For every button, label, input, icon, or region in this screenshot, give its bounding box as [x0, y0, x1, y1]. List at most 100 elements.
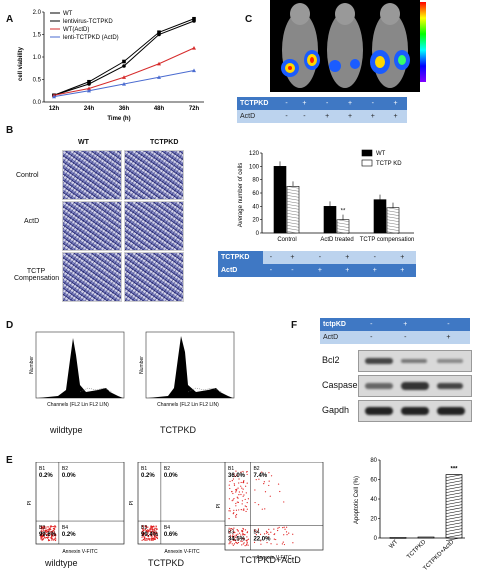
flow-event — [285, 526, 288, 528]
flow-event — [237, 539, 240, 541]
flow-event — [51, 533, 53, 535]
flow-event — [238, 482, 240, 484]
quadrant-id: B4 — [253, 529, 259, 535]
flow-event — [236, 528, 238, 531]
bar-hatch — [286, 222, 300, 225]
flow-event — [288, 532, 290, 534]
flow-event — [233, 538, 235, 541]
flow-event — [155, 536, 157, 538]
flow-event — [236, 542, 238, 544]
bar-hatch — [386, 210, 400, 213]
flow-event — [43, 529, 45, 532]
panel-b-cell: - — [361, 251, 389, 264]
flow-event — [237, 501, 239, 503]
flow-event — [146, 526, 148, 528]
flow-event — [40, 527, 42, 529]
micrograph-tctpkd-actd — [124, 201, 184, 251]
flow-event — [257, 531, 259, 533]
flow-event — [229, 541, 231, 543]
x-tick-label: TCTP compensation — [360, 237, 415, 243]
flow-event — [232, 534, 234, 536]
flow-event — [149, 538, 151, 540]
quadrant-percent: 36.0% — [228, 473, 246, 479]
flow-event — [144, 539, 146, 542]
flow-event — [51, 537, 53, 539]
flow-event — [229, 534, 231, 536]
flow-event — [281, 543, 283, 545]
panel-f-cell: - — [359, 318, 384, 331]
flow-event — [49, 527, 51, 529]
flow-event — [276, 543, 278, 545]
flow-event — [53, 538, 55, 540]
flow-event — [142, 527, 144, 529]
band — [437, 359, 463, 363]
x-tick-label: WT — [389, 539, 400, 550]
flow-event — [151, 527, 154, 529]
flow-event — [230, 529, 232, 532]
bar-hatch — [286, 216, 300, 219]
y-tick-label: 0.5 — [33, 78, 42, 84]
flow-event — [270, 531, 272, 533]
flow-yaxis-label: PI — [216, 504, 222, 509]
flow-event — [51, 538, 53, 540]
flow-event — [228, 531, 230, 533]
bar-hatch — [286, 195, 300, 198]
flow-event — [265, 530, 268, 532]
bar-hatch — [286, 213, 300, 216]
panel-c-cell: + — [293, 97, 316, 110]
flow-event — [150, 538, 153, 540]
flow-event — [244, 544, 246, 547]
micrograph-wt-tctp — [62, 252, 122, 302]
flow-event — [268, 533, 270, 536]
panel-b-cell: + — [333, 251, 362, 264]
bar-hatch — [286, 186, 300, 189]
flow-event — [240, 471, 242, 473]
flow-event — [241, 487, 243, 489]
flow-event — [43, 532, 46, 534]
flow-event — [235, 513, 238, 516]
bar-hatch — [445, 513, 463, 517]
flow-event — [231, 480, 233, 482]
data-point — [157, 75, 161, 79]
bar — [417, 536, 435, 539]
flow-event — [260, 540, 262, 542]
flow-event — [232, 544, 234, 546]
flow-event — [40, 538, 42, 540]
panel-d-label-tctpkd: TCTPKD — [160, 425, 196, 435]
panel-b-bar-chart: 0 20 40 60 80 100 120 Control ActD treated TCTP c… — [238, 149, 415, 243]
flow-event — [39, 533, 42, 536]
flow-event — [233, 473, 235, 475]
flow-event — [42, 538, 45, 540]
panel-f-cell: - — [383, 331, 427, 344]
panel-c-cell: - — [280, 97, 294, 110]
band — [437, 407, 465, 415]
flow-event — [245, 506, 248, 508]
flow-event — [268, 528, 270, 530]
flow-event — [43, 534, 45, 536]
bar-hatch — [386, 231, 400, 234]
panel-c-bioluminescence-image — [270, 0, 420, 92]
blot-strip-gapdh — [358, 400, 472, 422]
panel-c-treatment-table: TCTPKD - + - + - + ActD - - + + + + — [237, 97, 407, 123]
bar-hatch — [336, 228, 350, 231]
flow-event — [242, 543, 244, 545]
flow-event — [43, 525, 45, 528]
flow-event — [153, 535, 156, 538]
bar-hatch — [286, 225, 300, 228]
panel-b-cell: + — [278, 251, 307, 264]
data-point — [157, 30, 161, 35]
flow-event — [240, 485, 242, 487]
y-tick-label: 60 — [370, 478, 377, 484]
bar-hatch — [336, 222, 350, 225]
y-tick-label: 120 — [249, 151, 260, 157]
panel-b-col-label-tctpkd: TCTPKD — [150, 139, 179, 146]
bar-hatch — [445, 492, 463, 496]
flow-event — [228, 510, 230, 512]
panel-c-cell: + — [384, 110, 407, 123]
blot-label-caspase3: Caspase 3 — [322, 380, 366, 390]
flow-event — [146, 539, 148, 541]
legend-entry: WT — [63, 11, 73, 17]
flow-event — [235, 536, 237, 538]
